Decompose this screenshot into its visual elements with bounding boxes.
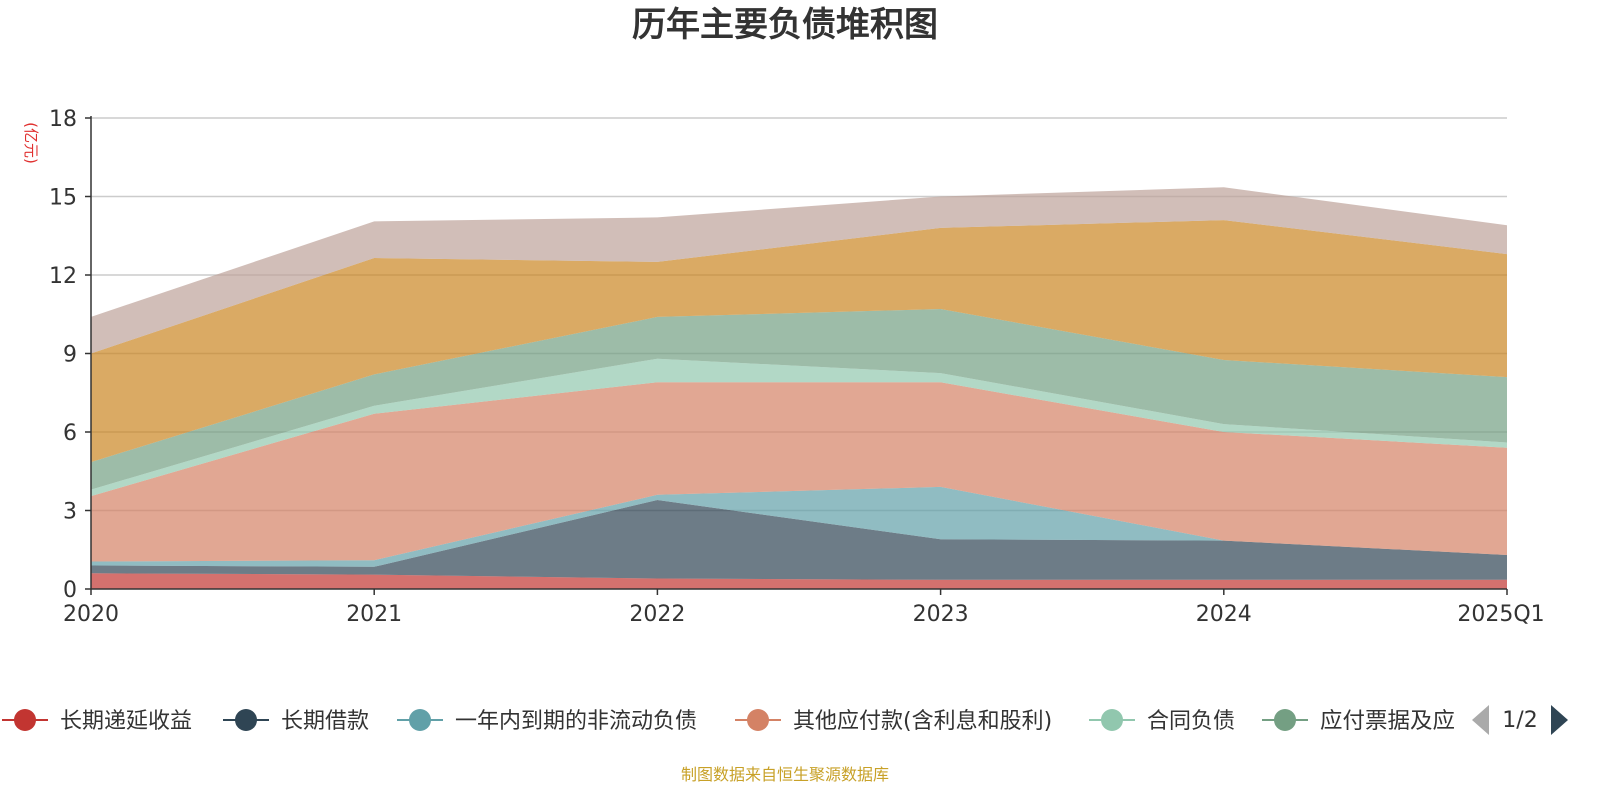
legend-marker [409,709,431,731]
area-series-7[interactable] [91,220,1507,463]
legend-prev-icon[interactable] [1472,705,1489,735]
legend-item[interactable]: 长期递延收益 [2,709,192,734]
y-tick-label: 9 [63,343,77,368]
legend-marker [1274,709,1296,731]
legend-label: 长期借款 [281,709,369,734]
legend-item[interactable]: 一年内到期的非流动负债 [397,709,697,734]
y-tick-label: 12 [49,264,77,289]
y-tick-label: 6 [63,421,77,446]
legend-label: 应付票据及应 [1320,709,1455,734]
legend-label: 合同负债 [1147,709,1235,734]
legend-marker [14,709,36,731]
legend-marker [235,709,257,731]
y-tick-label: 15 [49,186,77,211]
legend-label: 其他应付款(含利息和股利) [793,709,1052,734]
x-tick-label: 2022 [629,602,685,627]
legend-item[interactable]: 应付票据及应 [1262,709,1455,734]
x-tick-label: 2025Q1 [1457,602,1544,627]
y-tick-label: 18 [49,107,77,132]
area-series-6[interactable] [91,309,1507,490]
legend-marker [747,709,769,731]
area-series-3[interactable] [91,486,1507,567]
area-series-1[interactable] [91,573,1507,589]
legend-marker [1101,709,1123,731]
legend-page-indicator: 1/2 [1502,708,1537,733]
area-series-2[interactable] [91,500,1507,580]
area-series-5[interactable] [91,358,1507,497]
area-series-4[interactable] [91,382,1507,562]
legend-label: 长期递延收益 [60,709,192,734]
legend-label: 一年内到期的非流动负债 [455,709,697,734]
legend-next-icon[interactable] [1551,705,1568,735]
legend-item[interactable]: 长期借款 [223,709,369,734]
chart-title: 历年主要负债堆积图 [632,5,938,45]
x-tick-label: 2020 [63,602,119,627]
y-tick-label: 0 [63,578,77,603]
legend-item[interactable]: 其他应付款(含利息和股利) [735,709,1052,734]
y-axis-unit-label: (亿元) [22,122,40,164]
x-tick-label: 2024 [1196,602,1252,627]
x-tick-label: 2021 [346,602,402,627]
y-tick-label: 3 [63,500,77,525]
legend-item[interactable]: 合同负债 [1089,709,1235,734]
source-note: 制图数据来自恒生聚源数据库 [681,765,889,784]
x-tick-label: 2023 [913,602,969,627]
area-series-8[interactable] [91,187,1507,354]
